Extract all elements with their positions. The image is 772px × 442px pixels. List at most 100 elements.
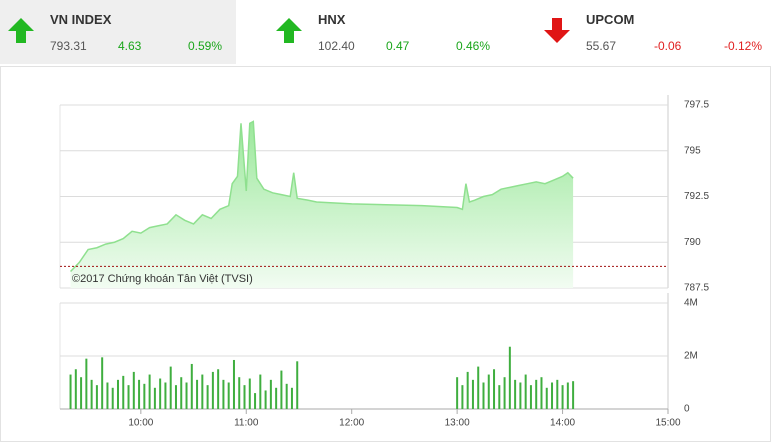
direction-arrow [544,18,570,43]
volume-bar [74,369,77,409]
volume-bar [519,382,522,409]
volume-bar [238,377,241,409]
volume-bar [69,374,72,409]
volume-bar [85,358,88,409]
volume-bar [551,382,554,409]
y-tick-label: 4M [684,298,698,309]
ticker-change: 0.47 [386,39,410,53]
volume-bar [164,382,167,409]
volume-bar [461,385,464,409]
volume-bar [190,363,193,409]
volume-bar [280,370,283,409]
volume-bar [148,374,151,409]
volume-bar [572,381,575,409]
x-tick-label: 14:00 [550,418,575,429]
volume-bar [196,379,199,409]
volume-bar [529,385,532,409]
volume-bar [477,366,480,409]
volume-bar [222,379,225,409]
volume-bar [535,379,538,409]
volume-bar [561,385,564,409]
volume-bar [503,377,506,409]
volume-bar [95,385,98,409]
volume-bar [259,374,262,409]
volume-bar [498,385,501,409]
volume-bar [111,387,114,409]
volume-bar [482,382,485,409]
volume-bar [556,379,559,409]
ticker-name: VN INDEX [50,12,112,27]
direction-arrow [8,18,34,43]
volume-bar [90,379,93,409]
ticker-value: 55.67 [586,39,617,53]
ticker-percent: -0.12% [724,39,763,53]
volume-bar [169,366,172,409]
volume-bar [471,379,474,409]
volume-bar [101,357,104,409]
x-tick-label: 12:00 [339,418,364,429]
volume-bar [180,377,183,409]
volume-bar [211,371,214,409]
ticker-name: HNX [318,12,346,27]
volume-bar [138,379,141,409]
ticker[interactable]: UPCOM 55.67 -0.06 -0.12% [536,0,772,64]
y-tick-label: 787.5 [684,283,709,294]
volume-bar [545,387,548,409]
volume-bar [143,383,146,409]
x-tick-label: 13:00 [445,418,470,429]
volume-bar [487,374,490,409]
volume-bar [116,379,119,409]
volume-bar [106,382,109,409]
volume-bar [127,385,130,409]
volume-bar [201,374,204,409]
volume-bar [80,377,83,409]
direction-arrow [276,18,302,43]
x-tick-label: 15:00 [655,418,680,429]
volume-bar [254,393,257,409]
ticker[interactable]: VN INDEX 793.31 4.63 0.59% [0,0,236,64]
volume-bar [540,377,543,409]
y-tick-label: 795 [684,145,701,156]
volume-bar [185,382,188,409]
volume-bar [290,387,293,409]
volume-bar [456,377,459,409]
x-tick-label: 10:00 [128,418,153,429]
ticker-percent: 0.59% [188,39,223,53]
y-tick-label: 0 [684,404,690,415]
ticker-percent: 0.46% [456,39,491,53]
arrow [544,18,570,43]
ticker-change: 4.63 [118,39,142,53]
volume-bar [206,385,209,409]
y-tick-label: 2M [684,351,698,362]
volume-bar [174,385,177,409]
volume-bar [508,346,511,409]
volume-bar [275,387,278,409]
arrow [8,18,34,43]
price-line [70,120,574,273]
volume-bar [217,369,220,409]
volume-bar [524,374,527,409]
volume-bar [227,382,230,409]
ticker-change: -0.06 [654,39,682,53]
volume-bar [269,379,272,409]
watermark: ©2017 Chứng khoán Tân Việt (TVSI) [72,273,253,285]
volume-bar [566,382,569,409]
area-fill [70,121,574,288]
volume-bar [466,371,469,409]
volume-bar [285,383,288,409]
arrow [276,18,302,43]
volume-bar [153,387,156,409]
y-tick-label: 790 [684,237,701,248]
volume-bar [264,390,267,409]
x-tick-label: 11:00 [234,418,259,429]
volume-bar [296,361,299,409]
volume-bar [159,378,162,409]
volume-bar [243,385,246,409]
volume-bar [248,378,251,409]
volume-bar [232,359,235,409]
ticker[interactable]: HNX 102.40 0.47 0.46% [268,0,504,64]
ticker-name: UPCOM [586,12,635,27]
volume-bar [132,371,135,409]
